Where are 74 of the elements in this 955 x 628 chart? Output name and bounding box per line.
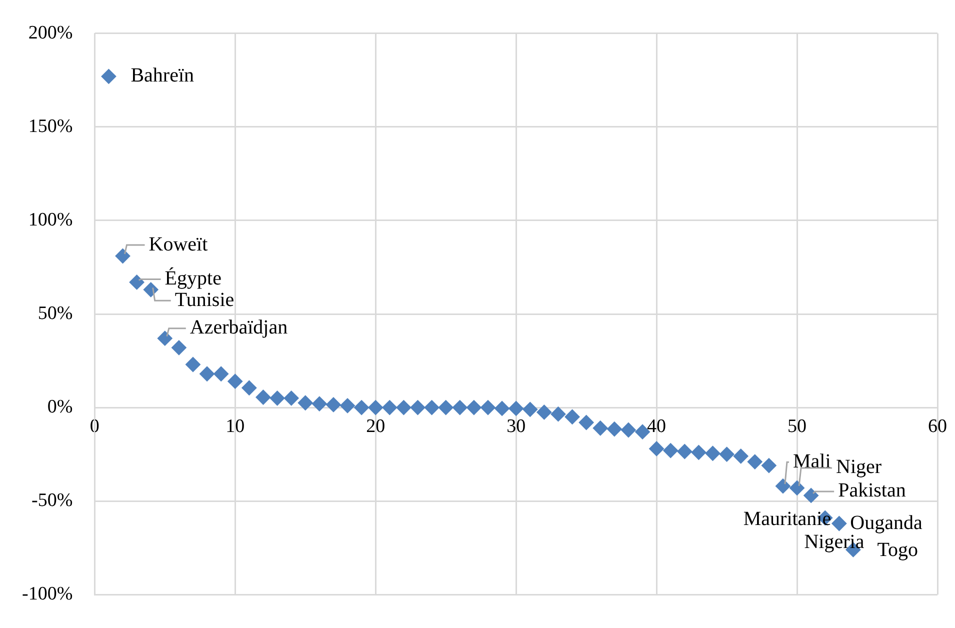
point bbox=[284, 390, 299, 406]
annotation: Pakistan bbox=[838, 480, 906, 502]
point bbox=[663, 443, 678, 458]
y-tick-label: 150% bbox=[28, 116, 73, 137]
point bbox=[705, 446, 720, 461]
x-tick-label: 30 bbox=[506, 416, 526, 437]
point bbox=[606, 422, 622, 437]
point bbox=[312, 396, 327, 412]
point bbox=[691, 444, 706, 460]
point bbox=[157, 330, 172, 346]
annotation: Koweït bbox=[148, 233, 208, 256]
point bbox=[228, 374, 243, 389]
point bbox=[480, 400, 496, 416]
point bbox=[410, 400, 426, 416]
point bbox=[270, 390, 285, 406]
point bbox=[424, 400, 440, 416]
point bbox=[564, 409, 580, 424]
annotation: Égypte bbox=[164, 266, 222, 290]
x-tick-label: 40 bbox=[647, 416, 666, 437]
point bbox=[719, 446, 734, 462]
point bbox=[101, 68, 116, 84]
y-tick-label: 0% bbox=[47, 396, 73, 418]
point bbox=[340, 398, 356, 414]
x-tick-label: 0 bbox=[90, 416, 100, 437]
point bbox=[522, 402, 538, 417]
point bbox=[747, 454, 762, 470]
point bbox=[536, 404, 552, 420]
point bbox=[466, 400, 482, 416]
point bbox=[382, 400, 398, 416]
annotation: Azerbaïdjan bbox=[190, 316, 288, 339]
point bbox=[761, 458, 776, 474]
point bbox=[494, 400, 510, 416]
y-tick-label: -50% bbox=[32, 490, 73, 512]
point bbox=[143, 282, 158, 298]
y-tick-label: 50% bbox=[38, 302, 73, 324]
point bbox=[620, 422, 636, 438]
point bbox=[129, 274, 144, 290]
point bbox=[115, 248, 130, 264]
point bbox=[452, 400, 468, 416]
x-tick-label: 60 bbox=[928, 416, 947, 437]
annotation: Tunisie bbox=[174, 288, 234, 311]
point bbox=[298, 395, 313, 410]
point bbox=[214, 366, 229, 382]
y-tick-label: 200% bbox=[28, 22, 73, 44]
point bbox=[368, 400, 384, 416]
point bbox=[508, 400, 524, 416]
point bbox=[354, 400, 370, 416]
point bbox=[832, 516, 847, 532]
point bbox=[578, 415, 594, 430]
x-tick-label: 10 bbox=[226, 416, 245, 437]
point bbox=[326, 397, 341, 412]
point bbox=[242, 380, 257, 396]
point bbox=[775, 478, 790, 494]
point bbox=[804, 488, 819, 503]
point bbox=[677, 444, 692, 459]
point bbox=[185, 357, 200, 372]
x-tick-label: 20 bbox=[366, 416, 386, 437]
point bbox=[256, 390, 271, 405]
annotation: Mali bbox=[792, 450, 832, 472]
point bbox=[592, 420, 608, 436]
point bbox=[790, 480, 805, 496]
y-tick-label: -100% bbox=[22, 584, 73, 605]
point bbox=[396, 400, 412, 416]
y-tick-label: 100% bbox=[28, 209, 73, 230]
x-tick-label: 50 bbox=[788, 416, 807, 437]
point bbox=[733, 448, 748, 464]
point bbox=[550, 406, 566, 422]
point bbox=[171, 340, 186, 356]
annotation: Niger bbox=[836, 456, 882, 478]
point bbox=[438, 400, 454, 416]
point bbox=[200, 366, 215, 382]
annotation: Bahreïn bbox=[130, 64, 194, 87]
point bbox=[649, 441, 664, 456]
annotation: Togo bbox=[877, 538, 918, 561]
